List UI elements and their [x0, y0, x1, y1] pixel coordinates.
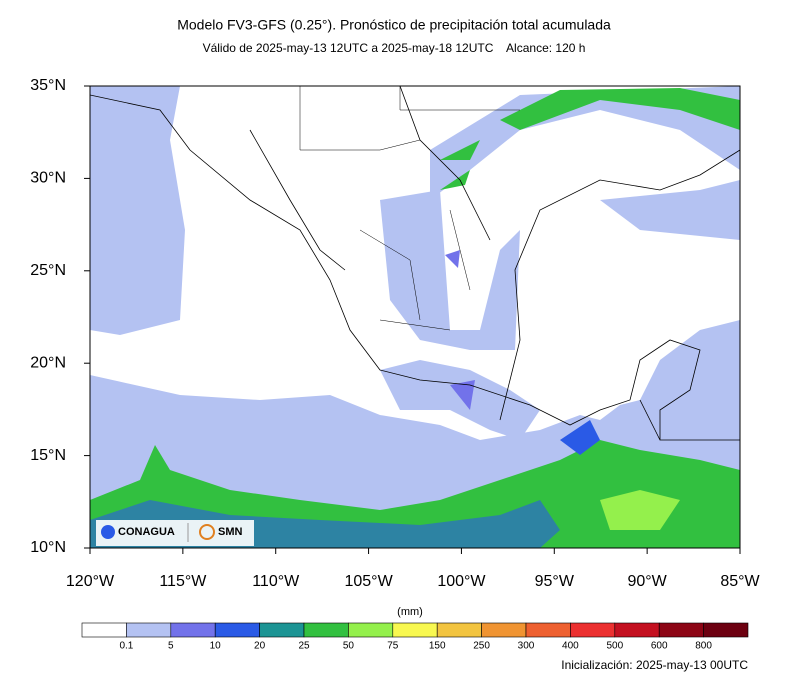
- colorbar-box: [348, 622, 394, 638]
- title: Modelo FV3-GFS (0.25°). Pronóstico de pr…: [177, 17, 611, 33]
- colorbar-label: 10: [210, 641, 222, 652]
- colorbar-label: 75: [387, 641, 399, 652]
- init-time: Inicialización: 2025-may-13 00UTC: [561, 658, 748, 672]
- lat-tick-label: 15°N: [30, 447, 66, 464]
- colorbar-label: 20: [254, 641, 266, 652]
- colorbar-box: [525, 622, 571, 638]
- colorbar-label: 500: [606, 641, 623, 652]
- lon-tick-label: 110°W: [252, 573, 300, 590]
- colorbar-box: [392, 622, 438, 638]
- colorbar-box: [214, 622, 260, 638]
- colorbar-box: [481, 622, 527, 638]
- lon-tick-label: 90°W: [627, 573, 667, 590]
- lon-tick-label: 105°W: [344, 573, 393, 590]
- lat-tick-label: 10°N: [30, 539, 66, 556]
- colorbar-label: 800: [695, 641, 712, 652]
- colorbar-label: 50: [343, 641, 355, 652]
- lon-tick-label: 115°W: [159, 573, 207, 590]
- colorbar-box: [303, 622, 349, 638]
- colorbar-label: 400: [562, 641, 579, 652]
- lon-tick-label: 100°W: [437, 573, 486, 590]
- colorbar-label: 25: [298, 641, 310, 652]
- colorbar-label: 600: [651, 641, 668, 652]
- colorbar-units: (mm): [397, 606, 423, 618]
- colorbar-label: 150: [429, 641, 446, 652]
- lat-tick-label: 20°N: [30, 354, 66, 371]
- colorbar-box: [259, 622, 305, 638]
- colorbar-label: 250: [473, 641, 490, 652]
- colorbar-box: [436, 622, 482, 638]
- logos: CONAGUA SMN: [96, 520, 254, 546]
- colorbar-box: [703, 622, 749, 638]
- map-frame: [89, 85, 741, 549]
- map-area: [90, 86, 740, 548]
- colorbar-label: 5: [168, 641, 174, 652]
- colorbar-box: [81, 622, 127, 638]
- lon-tick-label: 85°W: [720, 573, 760, 590]
- subtitle: Válido de 2025-may-13 12UTC a 2025-may-1…: [203, 41, 586, 55]
- lon-tick-label: 95°W: [535, 573, 575, 590]
- lat-tick-label: 25°N: [30, 262, 66, 279]
- colorbar-box: [170, 622, 216, 638]
- colorbar-box: [126, 622, 172, 638]
- colorbar-label: 300: [518, 641, 535, 652]
- lat-tick-label: 35°N: [30, 77, 66, 94]
- colorbar-box: [614, 622, 660, 638]
- lon-tick-label: 120°W: [66, 573, 115, 590]
- colorbar-box: [658, 622, 704, 638]
- logo-smn: SMN: [218, 526, 243, 538]
- logo-conagua: CONAGUA: [118, 526, 175, 538]
- colorbar-box: [570, 622, 616, 638]
- lat-tick-label: 30°N: [30, 170, 66, 187]
- colorbar-label: 0.1: [119, 641, 133, 652]
